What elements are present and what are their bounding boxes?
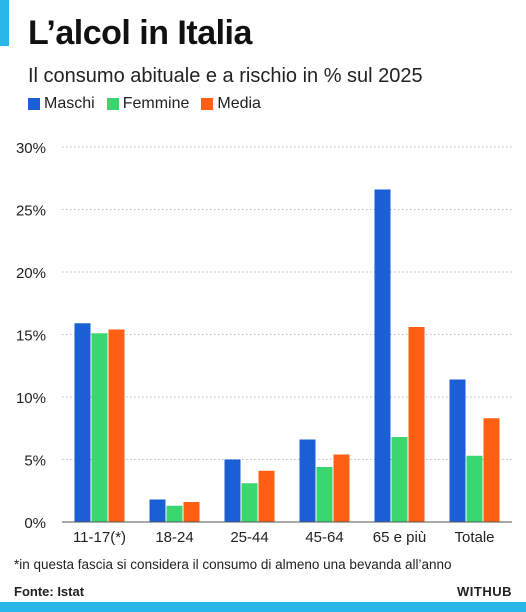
bar-maschi (74, 323, 91, 522)
source-label: Fonte: Istat (14, 584, 85, 599)
x-tick-label: 45-64 (305, 529, 343, 546)
bar-femmine (91, 333, 108, 522)
legend-item-maschi: Maschi (28, 95, 95, 113)
legend-label-femmine: Femmine (122, 95, 190, 112)
y-tick-label: 30% (16, 140, 46, 157)
bar-femmine (166, 505, 183, 522)
legend-swatch-media (201, 98, 214, 110)
legend: Maschi Femmine Media (28, 95, 261, 113)
x-tick-label: 65 e più (373, 529, 426, 546)
bar-media (108, 329, 125, 522)
y-tick-label: 20% (16, 265, 46, 282)
x-tick-label: 11-17(*) (73, 529, 126, 546)
chart-title: L’alcol in Italia (28, 14, 252, 52)
bar-media (408, 327, 425, 522)
bar-chart: 0% 5% 10% 15% 20% 25% 30% 11-17(*) 18-24 25-44 45-… (16, 140, 512, 546)
y-tick-label: 15% (16, 328, 46, 345)
bar-maschi (149, 499, 166, 522)
bar-femmine (316, 467, 333, 522)
bar-femmine (241, 483, 258, 522)
footnote: *in questa fascia si considera il consum… (14, 557, 452, 572)
bar-maschi (374, 189, 391, 522)
bar-femmine (466, 455, 483, 522)
legend-swatch-femmine (106, 98, 119, 110)
y-tick-label: 10% (16, 390, 46, 407)
bottom-accent-bar (0, 602, 526, 612)
bar-media (183, 502, 200, 522)
legend-item-media: Media (201, 95, 261, 113)
legend-item-femmine: Femmine (106, 95, 190, 113)
x-tick-label: 25-44 (230, 529, 268, 546)
bar-maschi (224, 459, 241, 522)
accent-bar (0, 0, 9, 46)
legend-swatch-maschi (28, 98, 40, 110)
x-tick-label: Totale (454, 529, 494, 546)
bar-maschi (449, 379, 466, 522)
bar-femmine (391, 437, 408, 522)
y-tick-label: 25% (16, 203, 46, 220)
brand-logo: WITHUB (457, 584, 512, 599)
legend-label-media: Media (217, 95, 261, 112)
bar-media (258, 470, 275, 522)
bar-media (333, 454, 350, 522)
y-tick-label: 0% (24, 515, 46, 532)
chart-subtitle: Il consumo abituale e a rischio in % sul… (28, 65, 423, 87)
x-tick-label: 18-24 (155, 529, 193, 546)
y-tick-label: 5% (24, 453, 46, 470)
legend-label-maschi: Maschi (44, 95, 95, 112)
bar-maschi (299, 439, 316, 522)
bar-media (483, 418, 500, 522)
